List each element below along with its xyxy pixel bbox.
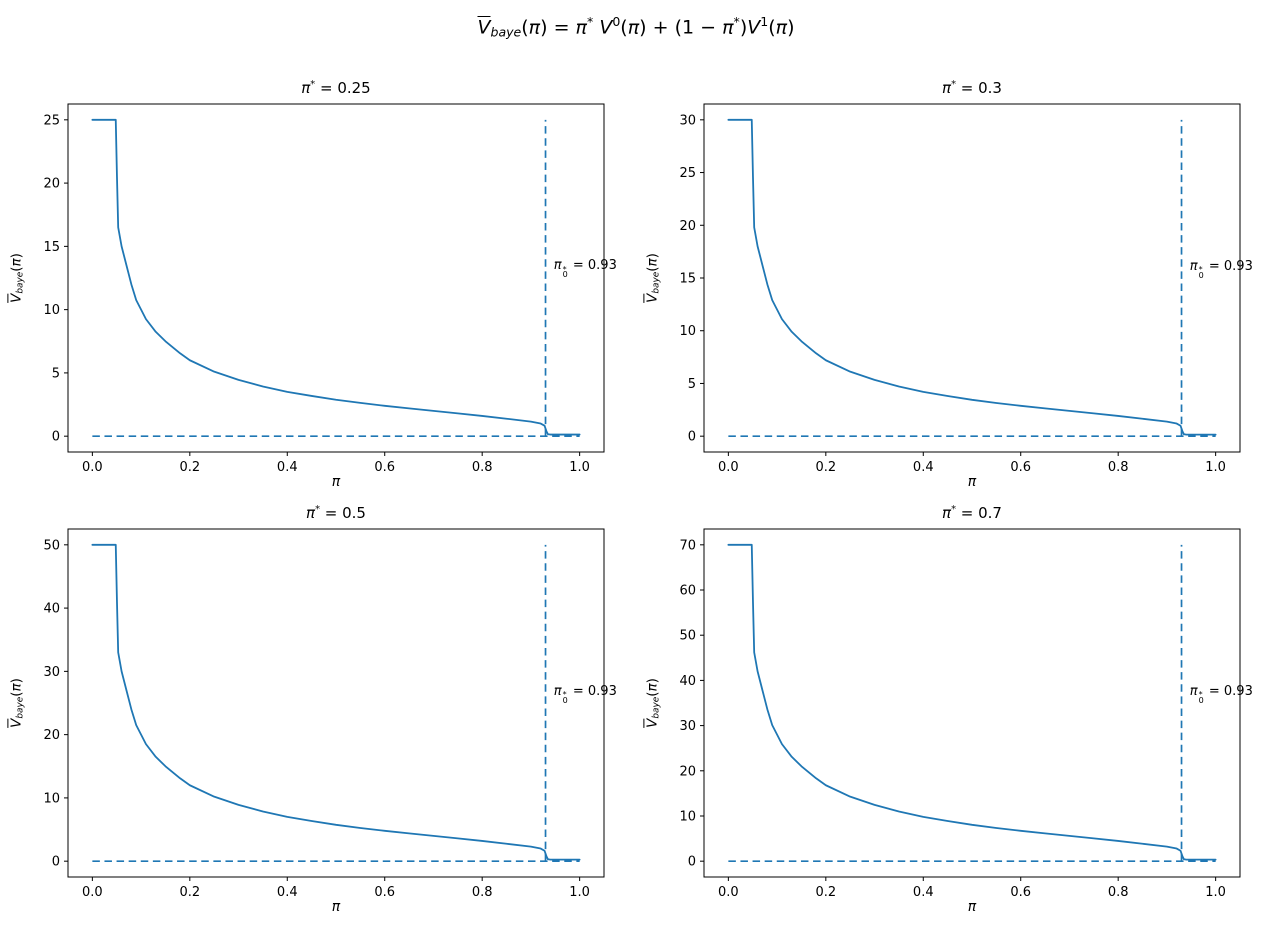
x-tick-label: 0.2	[815, 460, 836, 475]
y-tick-label: 15	[679, 272, 696, 287]
x-axis-label: π	[967, 899, 977, 915]
y-tick-label: 30	[43, 665, 60, 680]
value-curve	[727, 118, 1217, 436]
y-tick-label: 20	[679, 219, 696, 234]
value-curve	[727, 543, 1217, 861]
y-tick-label: 60	[679, 584, 696, 599]
x-tick-label: 0.6	[1010, 460, 1031, 475]
axes-frame	[67, 528, 605, 878]
pi0-threshold-annotation: π * 0 = 0.93	[1189, 258, 1253, 280]
y-tick-label: 10	[43, 303, 60, 318]
y-tick-label: 25	[43, 113, 60, 128]
y-tick-label: 0	[688, 855, 696, 870]
x-tick-label: 0.6	[1010, 885, 1031, 900]
y-tick-label: 30	[679, 113, 696, 128]
plot-canvas-bottom-right: 0.0 0.2 0.4 0.6 0.8 1.0 0 10 20 30 40 50 60 70	[679, 528, 1241, 900]
y-tick-label: 40	[43, 602, 60, 617]
y-tick-label: 20	[43, 728, 60, 743]
pi0-threshold-annotation: π * 0 = 0.93	[1189, 683, 1253, 705]
plot-canvas-top-left: 0.0 0.2 0.4 0.6 0.8 1.0 0 5 10 15 20 25	[43, 103, 605, 475]
x-tick-label: 1.0	[1205, 460, 1226, 475]
subplot-title: π* = 0.7	[942, 504, 1002, 522]
subplot-pi-star-0.3: 0.0 0.2 0.4 0.6 0.8 1.0 0 5 10 15 20 25 30 π* = 0.3 …	[636, 76, 1272, 501]
x-tick-label: 0.4	[277, 460, 298, 475]
subplot-pi-star-0.25: 0.0 0.2 0.4 0.6 0.8 1.0 0 5 10 15 20 25 π* = 0.25 V…	[0, 76, 636, 501]
y-tick-label: 5	[688, 377, 696, 392]
x-tick-label: 1.0	[569, 885, 590, 900]
y-tick-label: 40	[679, 674, 696, 689]
x-axis-label: π	[967, 474, 977, 490]
x-tick-label: 0.2	[179, 460, 200, 475]
y-tick-label: 5	[52, 366, 60, 381]
x-axis-label: π	[331, 474, 341, 490]
x-tick-label: 0.4	[277, 885, 298, 900]
figure-title: Vbaye(π) = π* V0(π) + (1 − π*)V1(π)	[477, 14, 795, 40]
y-tick-label: 20	[679, 764, 696, 779]
y-tick-label: 0	[52, 855, 60, 870]
y-tick-label: 20	[43, 177, 60, 192]
subplot-pi-star-0.7: 0.0 0.2 0.4 0.6 0.8 1.0 0 10 20 30 40 50 60 70 π* = 0…	[636, 501, 1272, 926]
y-axis-label: Vbaye(π)	[8, 253, 26, 303]
subplot-title: π* = 0.25	[301, 79, 371, 97]
x-tick-label: 1.0	[569, 460, 590, 475]
y-tick-label: 10	[679, 324, 696, 339]
y-axis-label: Vbaye(π)	[644, 678, 662, 728]
y-tick-label: 50	[679, 629, 696, 644]
x-tick-label: 0.8	[1108, 885, 1129, 900]
subplot-title: π* = 0.5	[306, 504, 366, 522]
y-tick-label: 50	[43, 538, 60, 553]
axes-frame	[703, 528, 1241, 878]
x-tick-label: 0.4	[913, 885, 934, 900]
x-tick-label: 0.2	[179, 885, 200, 900]
plot-canvas-bottom-left: 0.0 0.2 0.4 0.6 0.8 1.0 0 10 20 30 40 50	[43, 528, 605, 900]
x-tick-label: 0.8	[472, 885, 493, 900]
x-tick-label: 0.6	[374, 885, 395, 900]
value-curve	[91, 543, 581, 861]
x-tick-label: 0.0	[82, 885, 103, 900]
plot-canvas-top-right: 0.0 0.2 0.4 0.6 0.8 1.0 0 5 10 15 20 25 30	[679, 103, 1241, 475]
y-tick-label: 0	[688, 430, 696, 445]
pi0-threshold-annotation: π * 0 = 0.93	[553, 683, 617, 705]
y-axis-label: Vbaye(π)	[8, 678, 26, 728]
y-tick-label: 70	[679, 538, 696, 553]
x-axis-label: π	[331, 899, 341, 915]
subplot-pi-star-0.5: 0.0 0.2 0.4 0.6 0.8 1.0 0 10 20 30 40 50 π* = 0.5 V…	[0, 501, 636, 926]
x-tick-label: 0.8	[1108, 460, 1129, 475]
x-tick-label: 0.0	[718, 460, 739, 475]
y-tick-label: 25	[679, 166, 696, 181]
subplot-grid: 0.0 0.2 0.4 0.6 0.8 1.0 0 5 10 15 20 25 π* = 0.25 V…	[0, 76, 1272, 926]
y-tick-label: 15	[43, 240, 60, 255]
x-tick-label: 0.4	[913, 460, 934, 475]
x-tick-label: 0.2	[815, 885, 836, 900]
subplot-title: π* = 0.3	[942, 79, 1002, 97]
x-tick-label: 0.8	[472, 460, 493, 475]
value-curve	[91, 118, 581, 436]
y-tick-label: 0	[52, 430, 60, 445]
y-tick-label: 10	[43, 791, 60, 806]
axes-frame	[67, 103, 605, 453]
x-tick-label: 0.0	[82, 460, 103, 475]
x-tick-label: 0.0	[718, 885, 739, 900]
x-tick-label: 0.6	[374, 460, 395, 475]
x-tick-label: 1.0	[1205, 885, 1226, 900]
y-axis-label: Vbaye(π)	[644, 253, 662, 303]
y-tick-label: 30	[679, 719, 696, 734]
y-tick-label: 10	[679, 809, 696, 824]
pi0-threshold-annotation: π * 0 = 0.93	[553, 257, 617, 280]
